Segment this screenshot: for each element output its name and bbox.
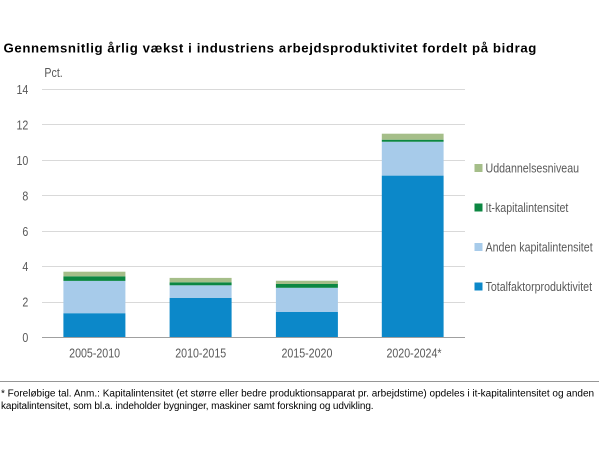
svg-text:12: 12 — [16, 117, 28, 132]
svg-text:10: 10 — [16, 153, 28, 168]
svg-text:Gennemsnitlig årlig vækst i in: Gennemsnitlig årlig vækst i industriens … — [4, 40, 537, 55]
svg-text:14: 14 — [16, 82, 28, 97]
svg-text:Pct.: Pct. — [44, 65, 62, 80]
svg-text:Uddannelsesniveau: Uddannelsesniveau — [486, 161, 580, 176]
svg-text:2: 2 — [22, 295, 28, 310]
svg-text:It-kapitalintensitet: It-kapitalintensitet — [486, 200, 569, 215]
svg-text:2015-2020: 2015-2020 — [281, 345, 332, 360]
svg-text:kapitalintensitet, som bl.a. i: kapitalintensitet, som bl.a. indeholder … — [1, 401, 373, 412]
svg-text:Totalfaktorproduktivitet: Totalfaktorproduktivitet — [486, 279, 593, 294]
svg-text:* Foreløbige tal. Anm.: Kapita: * Foreløbige tal. Anm.: Kapitalintensite… — [1, 389, 594, 400]
svg-text:0: 0 — [22, 330, 28, 345]
svg-text:4: 4 — [22, 259, 28, 274]
svg-text:8: 8 — [22, 188, 28, 203]
svg-text:2020-2024*: 2020-2024* — [386, 345, 441, 360]
svg-text:2010-2015: 2010-2015 — [175, 345, 226, 360]
svg-text:6: 6 — [22, 224, 28, 239]
svg-text:Anden kapitalintensitet: Anden kapitalintensitet — [486, 240, 594, 255]
svg-text:2005-2010: 2005-2010 — [69, 345, 120, 360]
